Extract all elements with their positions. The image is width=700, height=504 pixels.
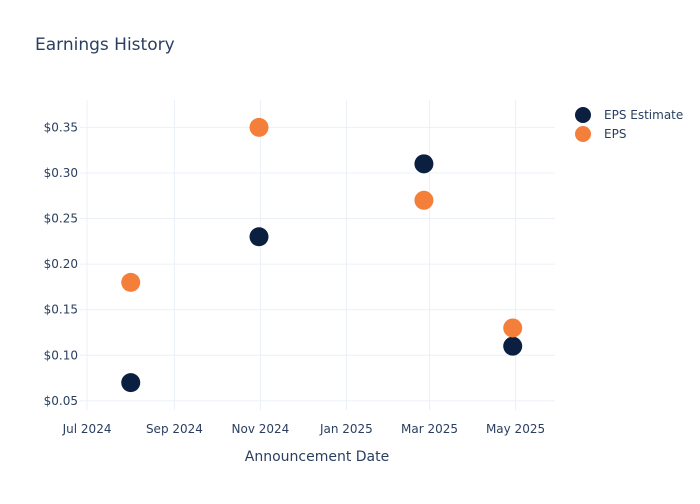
- point-eps[interactable]: [503, 318, 523, 338]
- y-tick-label: $0.15: [44, 303, 78, 317]
- y-tick-label: $0.30: [44, 166, 78, 180]
- legend-item-eps[interactable]: EPS: [575, 126, 626, 142]
- point-eps-estimate[interactable]: [414, 154, 434, 174]
- x-axis-ticks: Jul 2024 Sep 2024 Nov 2024 Jan 2025 Mar 2025…: [62, 422, 545, 436]
- chart-title: Earnings History: [35, 35, 175, 55]
- y-tick-label: $0.05: [44, 394, 78, 408]
- legend-item-eps-estimate[interactable]: EPS Estimate: [575, 107, 683, 123]
- legend-label: EPS: [604, 127, 626, 141]
- legend[interactable]: EPS Estimate EPS: [575, 107, 683, 142]
- point-eps-estimate[interactable]: [503, 336, 523, 356]
- data-points: [121, 117, 523, 393]
- grid-layer: [80, 100, 555, 410]
- legend-marker: [575, 126, 591, 142]
- point-eps-estimate[interactable]: [249, 227, 269, 247]
- x-tick-label: Mar 2025: [401, 422, 458, 436]
- point-eps-estimate[interactable]: [121, 373, 141, 393]
- point-eps[interactable]: [414, 190, 434, 210]
- x-tick-label: Sep 2024: [146, 422, 203, 436]
- y-tick-label: $0.25: [44, 212, 78, 226]
- x-tick-label: Nov 2024: [232, 422, 290, 436]
- point-eps[interactable]: [249, 117, 269, 137]
- legend-marker: [575, 107, 591, 123]
- x-tick-label: Jul 2024: [62, 422, 112, 436]
- legend-label: EPS Estimate: [604, 108, 683, 122]
- x-axis-title: Announcement Date: [245, 449, 389, 465]
- x-tick-label: Jan 2025: [319, 422, 373, 436]
- y-tick-label: $0.35: [44, 120, 78, 134]
- x-tick-label: May 2025: [486, 422, 545, 436]
- point-eps[interactable]: [121, 272, 141, 292]
- y-tick-label: $0.20: [44, 257, 78, 271]
- y-axis-ticks: $0.05 $0.10 $0.15 $0.20 $0.25 $0.30 $0.35: [44, 120, 78, 408]
- y-tick-label: $0.10: [44, 348, 78, 362]
